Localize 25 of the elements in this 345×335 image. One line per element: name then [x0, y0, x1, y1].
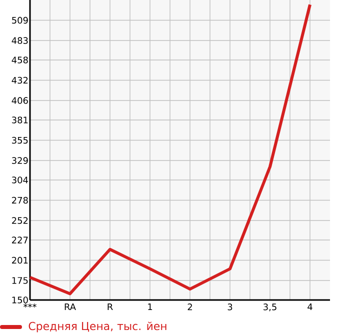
- y-tick-label: 150: [12, 296, 28, 304]
- y-tick-label: 381: [12, 116, 28, 124]
- legend-label: Средняя Цена, тыс. йен: [28, 322, 166, 332]
- y-tick-label: 355: [12, 136, 28, 144]
- line-series: [28, 3, 312, 296]
- x-tick-label: 4: [308, 304, 312, 310]
- y-tick-label: 329: [12, 157, 28, 164]
- y-tick-label: 406: [12, 97, 28, 104]
- y-tick-label: 483: [12, 37, 28, 44]
- x-tick-label: 3: [228, 304, 232, 310]
- y-tick-label: 278: [12, 196, 28, 204]
- x-tick-label: 1: [148, 304, 152, 310]
- y-tick-label: 509: [12, 16, 28, 24]
- y-tick-label: 458: [12, 56, 28, 64]
- x-tick-label: RA: [64, 304, 76, 310]
- y-tick-label: 252: [12, 217, 28, 224]
- x-tick-label: 3,5: [264, 304, 276, 312]
- x-tick-label: R: [108, 304, 113, 310]
- y-tick-label: 304: [12, 176, 28, 184]
- x-tick-label: ***: [24, 304, 36, 308]
- y-tick-label: 227: [12, 236, 28, 244]
- y-tick-label: 201: [12, 256, 28, 264]
- x-tick-label: 2: [188, 304, 192, 310]
- y-tick-label: 432: [12, 76, 28, 84]
- y-tick-label: 175: [12, 277, 28, 284]
